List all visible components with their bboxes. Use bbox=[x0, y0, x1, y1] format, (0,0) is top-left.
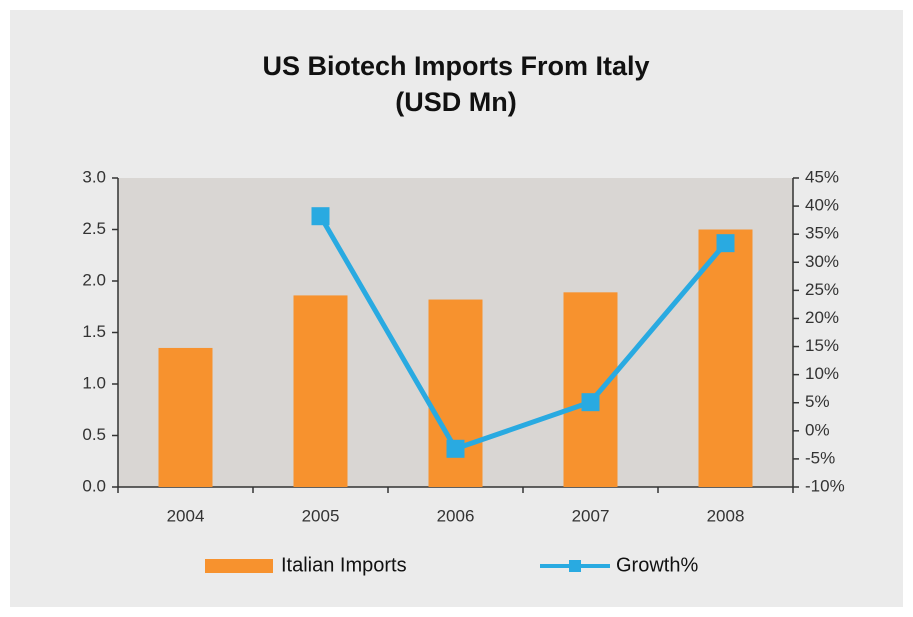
bar bbox=[293, 295, 348, 487]
line-marker bbox=[716, 234, 735, 253]
y-tick-label: 2.5 bbox=[82, 219, 106, 238]
legend-label: Italian Imports bbox=[281, 554, 407, 576]
x-tick-label: 2006 bbox=[437, 506, 475, 525]
y2-tick-label: -5% bbox=[805, 448, 835, 467]
y2-tick-label: 10% bbox=[805, 364, 839, 383]
y2-tick-label: 40% bbox=[805, 196, 839, 215]
y2-tick-label: 0% bbox=[805, 420, 830, 439]
line-marker bbox=[446, 439, 465, 458]
y2-tick-label: 30% bbox=[805, 252, 839, 271]
y2-tick-label: 25% bbox=[805, 280, 839, 299]
x-tick-label: 2005 bbox=[302, 506, 340, 525]
chart-title: US Biotech Imports From Italy bbox=[262, 51, 649, 81]
line-marker bbox=[311, 207, 330, 226]
bar bbox=[698, 229, 753, 487]
y-tick-label: 2.0 bbox=[82, 270, 106, 289]
x-tick-label: 2004 bbox=[167, 506, 205, 525]
y-tick-label: 0.0 bbox=[82, 476, 106, 495]
bar bbox=[428, 299, 483, 487]
legend-label: Growth% bbox=[616, 554, 698, 576]
y2-tick-label: 5% bbox=[805, 392, 830, 411]
bar bbox=[158, 347, 213, 487]
y2-tick-label: 15% bbox=[805, 336, 839, 355]
y-tick-label: 1.5 bbox=[82, 322, 106, 341]
y-tick-label: 0.5 bbox=[82, 425, 106, 444]
x-tick-label: 2008 bbox=[707, 506, 745, 525]
x-tick-label: 2007 bbox=[572, 506, 610, 525]
y-tick-label: 3.0 bbox=[82, 167, 106, 186]
y2-tick-label: 45% bbox=[805, 167, 839, 186]
legend-swatch bbox=[205, 559, 273, 573]
bar bbox=[563, 292, 618, 487]
y2-tick-label: 20% bbox=[805, 308, 839, 327]
line bbox=[318, 214, 728, 452]
legend-marker bbox=[569, 560, 581, 572]
chart-subtitle: (USD Mn) bbox=[395, 87, 516, 117]
line-marker bbox=[581, 393, 600, 412]
y2-tick-label: -10% bbox=[805, 476, 845, 495]
y-tick-label: 1.0 bbox=[82, 373, 106, 392]
y2-tick-label: 35% bbox=[805, 224, 839, 243]
